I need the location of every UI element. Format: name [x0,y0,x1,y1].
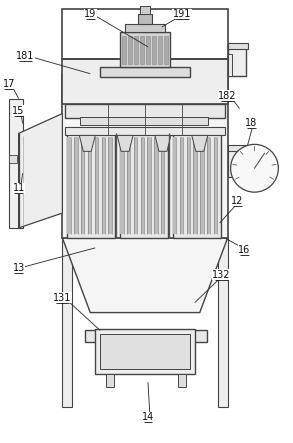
Bar [228,54,231,76]
Bar [173,133,221,238]
Bar [65,128,225,136]
Polygon shape [19,113,62,228]
Bar [120,133,168,238]
Bar [228,43,248,49]
Polygon shape [117,136,133,152]
Bar [134,36,138,64]
Bar [127,137,130,234]
Text: 132: 132 [212,270,231,280]
Bar [138,14,152,24]
Bar [154,137,158,234]
Text: 181: 181 [16,51,35,61]
Bar [214,137,217,234]
Polygon shape [155,136,171,152]
Text: 182: 182 [218,91,237,101]
Bar [218,238,228,407]
Bar [9,155,17,163]
Bar [120,137,124,234]
Bar [62,74,228,238]
Bar [62,238,72,407]
Bar [85,330,207,342]
Bar [152,36,156,64]
Bar [228,46,246,76]
Bar [180,137,183,234]
Bar [100,67,190,77]
Bar [164,36,168,64]
Text: 16: 16 [239,245,251,255]
Bar [141,137,144,234]
Bar [173,137,176,234]
Bar [81,137,84,234]
Bar [228,152,248,177]
Bar [193,137,197,234]
Bar [125,24,165,32]
Bar [101,137,105,234]
Text: 191: 191 [173,9,191,19]
Bar [74,137,78,234]
Polygon shape [62,238,228,313]
Bar [65,104,225,118]
Text: 11: 11 [13,183,25,193]
Bar [178,374,186,387]
Bar [9,99,23,228]
Bar [62,59,228,104]
Bar [80,117,208,125]
Bar [228,145,250,153]
Bar [128,36,132,64]
Bar [67,133,115,238]
Text: 14: 14 [142,412,154,422]
Text: 19: 19 [84,9,96,19]
Text: 18: 18 [245,118,258,128]
Polygon shape [79,136,95,152]
Text: 15: 15 [12,105,25,116]
Bar [161,137,164,234]
Bar [146,36,150,64]
Bar [200,137,204,234]
Text: 17: 17 [2,79,15,89]
Bar [140,6,150,14]
Bar [158,36,162,64]
Bar [88,137,91,234]
Bar [207,137,210,234]
Bar [140,36,144,64]
Bar [106,374,114,387]
Bar [67,137,71,234]
Bar [134,137,137,234]
Text: 12: 12 [231,196,244,206]
Bar [95,330,195,374]
Bar [62,9,228,59]
Text: 13: 13 [13,263,25,273]
Text: 131: 131 [53,293,71,303]
Bar [108,137,112,234]
Bar [187,137,190,234]
Bar [147,137,151,234]
Bar [120,32,170,67]
Circle shape [231,144,278,192]
Polygon shape [192,136,208,152]
Bar [100,334,190,369]
Bar [122,36,126,64]
Bar [95,137,98,234]
